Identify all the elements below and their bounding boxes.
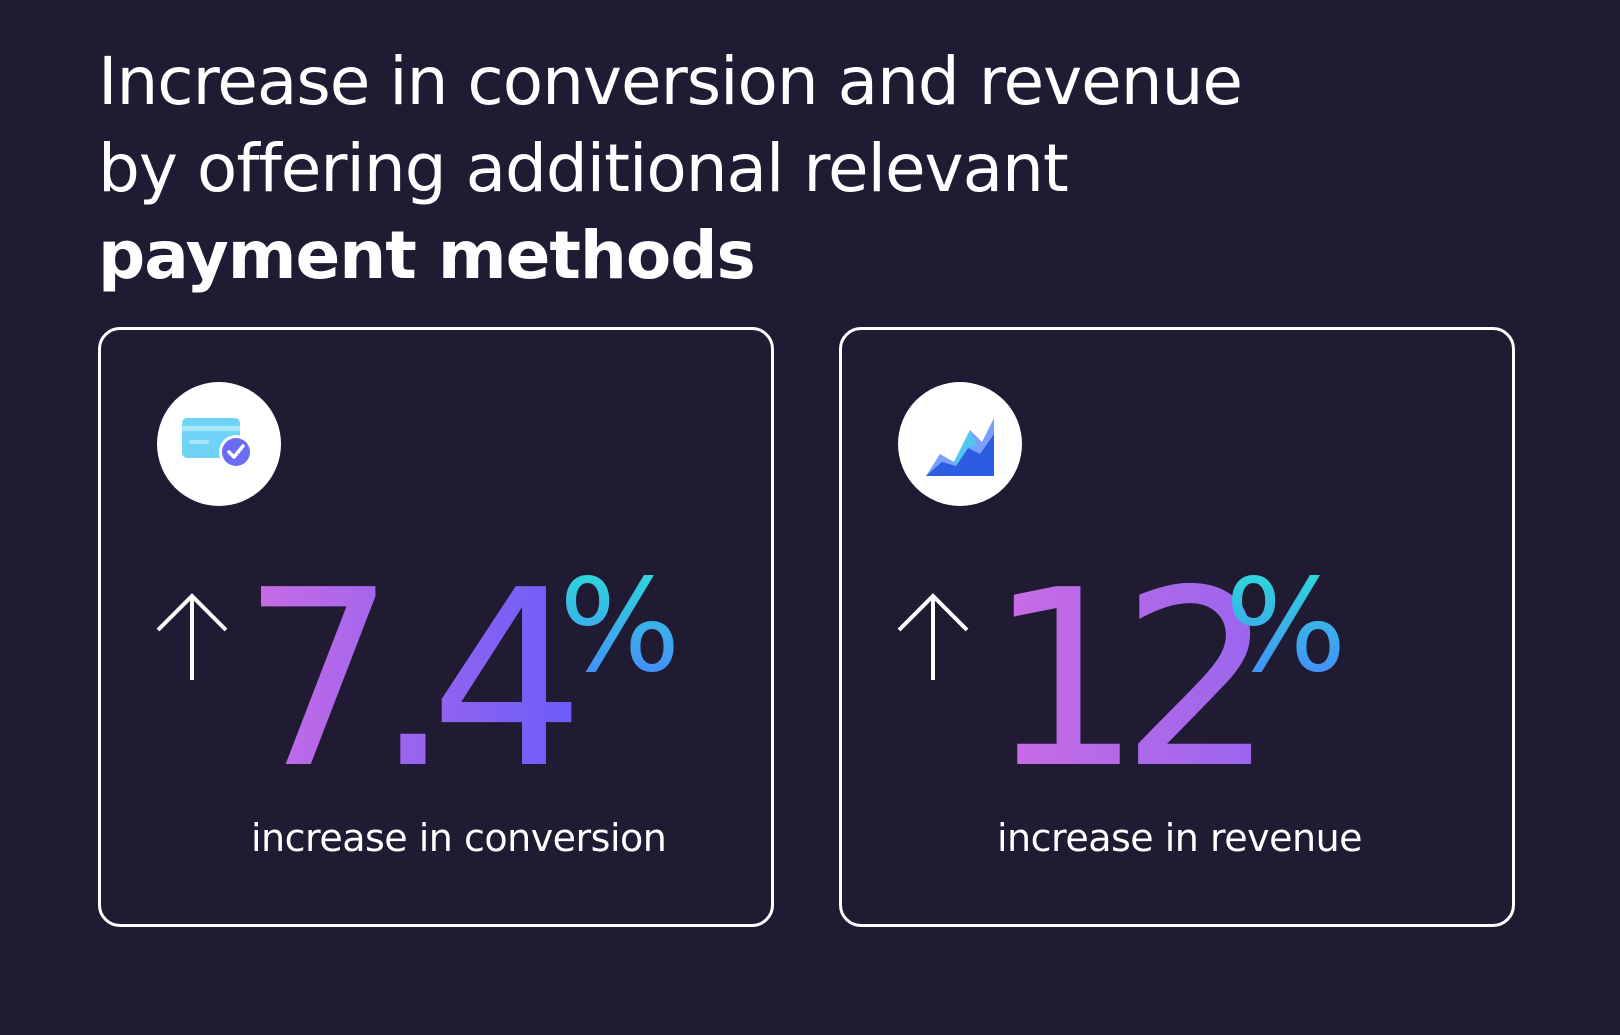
revenue-stat-figure: 12 % [987, 560, 1347, 790]
area-chart-icon-badge [898, 382, 1022, 506]
revenue-stat-value: 12 [987, 560, 1253, 790]
credit-card-check-icon [182, 418, 253, 469]
headline-line-3: payment methods [98, 217, 756, 294]
headline: Increase in conversion and revenue by of… [98, 38, 1398, 299]
headline-line-1: Increase in conversion and revenue [98, 43, 1243, 120]
up-arrow-icon [897, 593, 969, 680]
revenue-stat-card: 12 % increase in revenue [839, 327, 1515, 927]
conversion-stat-percent: % [559, 560, 675, 701]
conversion-stat-figure: 7.4 % [241, 560, 681, 790]
headline-line-2: by offering additional relevant [98, 130, 1069, 207]
up-arrow-icon [156, 593, 228, 680]
area-chart-icon [926, 418, 994, 476]
conversion-stat-value: 7.4 [241, 560, 572, 790]
conversion-stat-card: 7.4 % increase in conversion [98, 327, 774, 927]
conversion-stat-label: increase in conversion [251, 816, 667, 860]
credit-card-check-icon-badge [157, 382, 281, 506]
revenue-stat-percent: % [1225, 560, 1341, 701]
revenue-stat-label: increase in revenue [997, 816, 1363, 860]
